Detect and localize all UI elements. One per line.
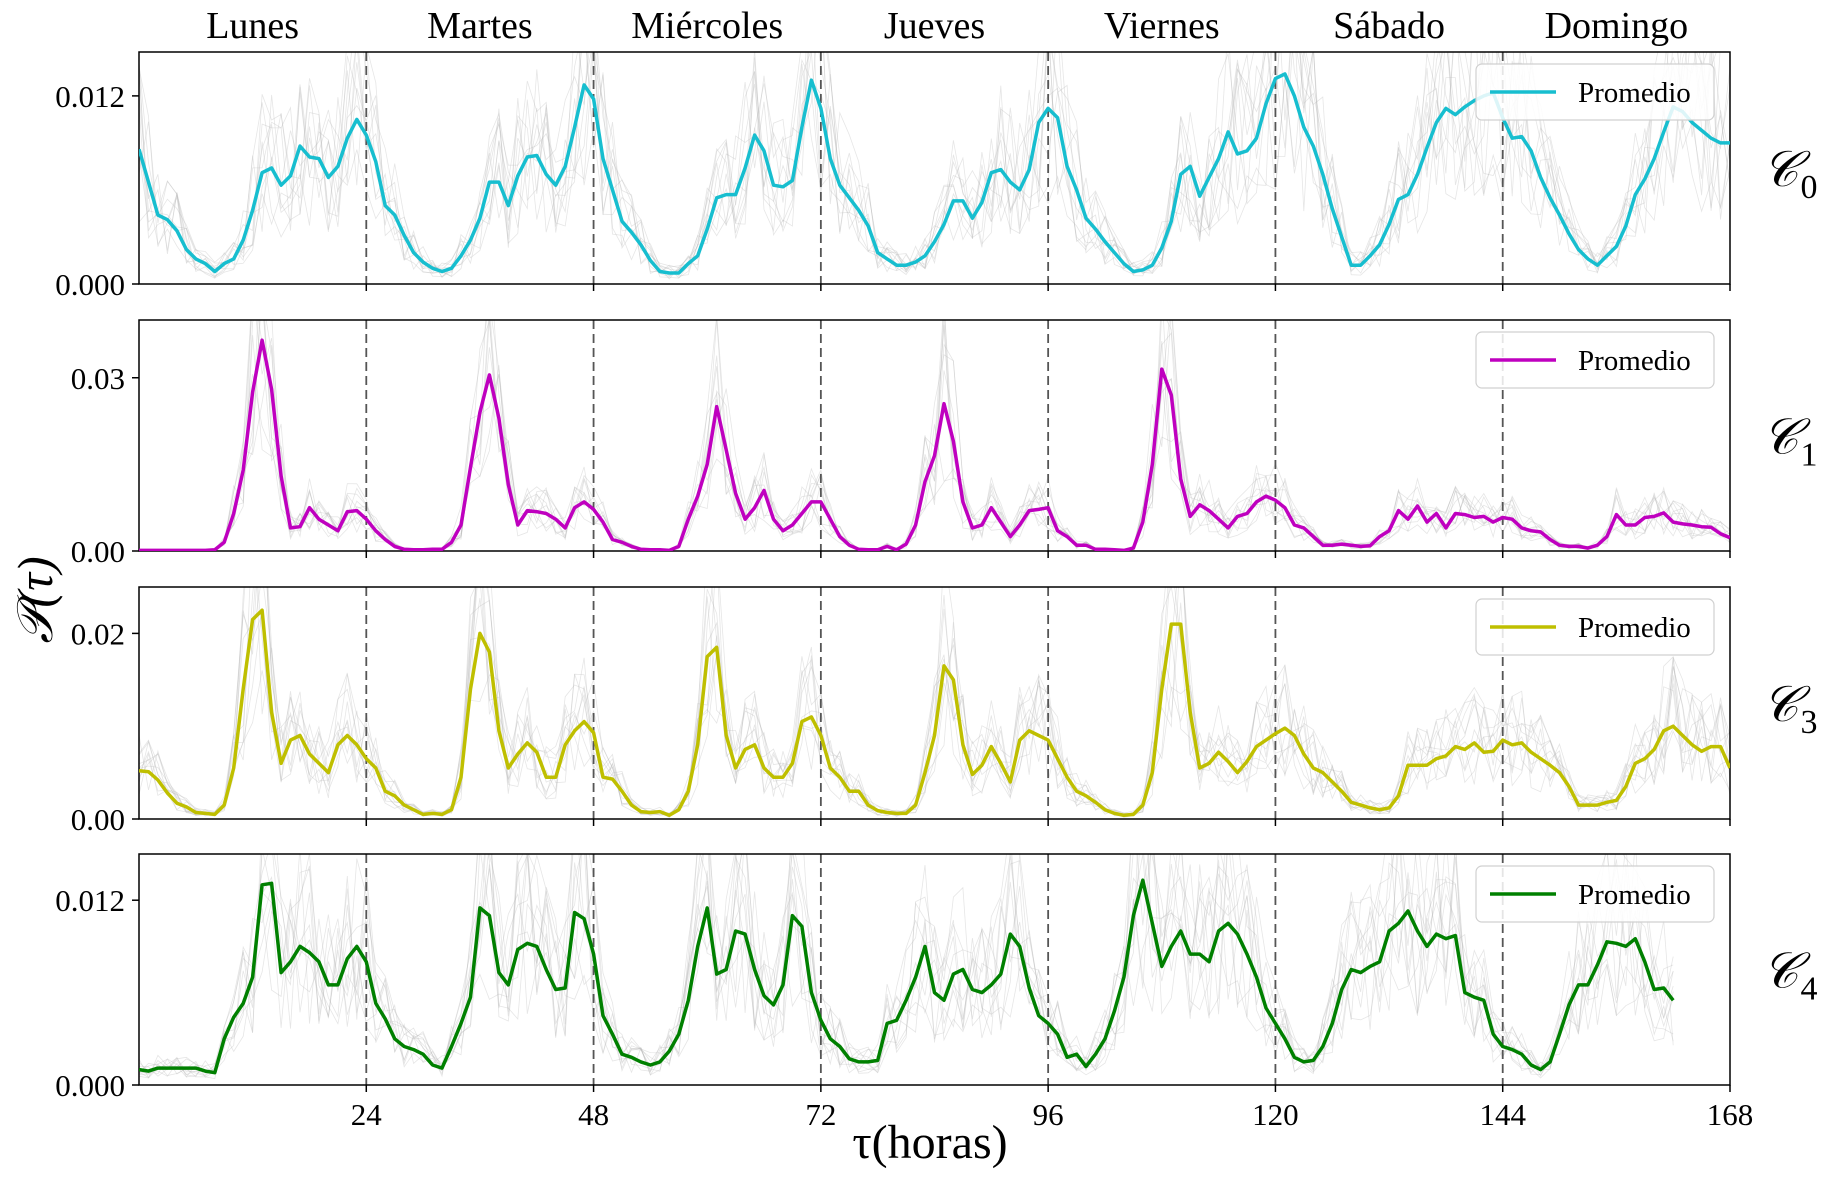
background-trajectory xyxy=(139,587,1730,816)
background-trajectory xyxy=(139,854,1674,1079)
background-trajectory xyxy=(139,320,1730,551)
y-axis-label: 𝒫(τ) xyxy=(7,556,63,643)
cluster-label: 𝒞0 xyxy=(1762,141,1817,206)
background-trajectory xyxy=(139,854,1674,1078)
y-tick-label: 0.012 xyxy=(55,79,125,114)
axes-frame xyxy=(138,853,1731,1086)
day-label: Miércoles xyxy=(631,5,783,47)
background-trajectory xyxy=(139,854,1674,1080)
day-labels: Lunes Martes Miércoles Jueves Viernes Sábado D… xyxy=(206,5,1688,47)
axes-frame xyxy=(138,586,1731,820)
background-trajectory xyxy=(139,587,1730,817)
legend: Promedio xyxy=(1475,865,1715,923)
y-tick-label: 0.03 xyxy=(71,361,125,396)
background-trajectory xyxy=(139,854,1674,1078)
x-tick-label: 48 xyxy=(578,1097,609,1132)
day-label: Viernes xyxy=(1104,5,1220,47)
day-label: Sábado xyxy=(1333,5,1445,47)
legend-box xyxy=(1475,598,1715,656)
series-line-promedio xyxy=(139,608,1730,818)
axes-frame xyxy=(138,319,1731,552)
background-trajectory xyxy=(139,52,1730,277)
background-trajectory xyxy=(139,320,1730,551)
axes-frame xyxy=(138,51,1731,285)
cluster-label-index: 4 xyxy=(1800,971,1817,1008)
cluster-label-index: 0 xyxy=(1800,169,1817,206)
legend-box xyxy=(1475,63,1715,121)
y-tick-label: 0.000 xyxy=(55,1068,125,1103)
panel-3: 0.000 0.012 24 48 72 96 120 144 168 Promedio 𝒞4 xyxy=(55,853,1817,1132)
background-trajectory xyxy=(139,854,1674,1078)
legend-box xyxy=(1475,865,1715,923)
background-trajectory xyxy=(139,854,1674,1075)
y-tick-label: 0.00 xyxy=(71,534,125,569)
legend: Promedio xyxy=(1475,63,1715,121)
background-trajectory xyxy=(139,587,1730,817)
background-trajectory xyxy=(139,52,1717,280)
cluster-label: 𝒞1 xyxy=(1762,409,1817,474)
series-line-promedio xyxy=(139,878,1675,1075)
x-tick-label: 96 xyxy=(1033,1097,1064,1132)
background-trajectory xyxy=(139,854,1674,1079)
cluster-label-index: 3 xyxy=(1800,704,1817,741)
x-tick-label: 144 xyxy=(1479,1097,1526,1132)
background-trajectory xyxy=(139,854,1674,1079)
cluster-label: 𝒞4 xyxy=(1762,943,1817,1008)
day-label: Martes xyxy=(427,5,533,47)
background-trajectory xyxy=(139,52,1730,274)
background-trajectories xyxy=(139,320,1730,551)
cluster-label-index: 1 xyxy=(1800,437,1817,474)
legend: Promedio xyxy=(1475,331,1715,389)
legend-label: Promedio xyxy=(1578,879,1691,911)
y-tick-label: 0.02 xyxy=(71,616,125,651)
panel-2: 0.00 0.02 Promedio 𝒞3 xyxy=(71,586,1817,837)
cluster-label: 𝒞3 xyxy=(1762,676,1817,741)
legend: Promedio xyxy=(1475,598,1715,656)
legend-label: Promedio xyxy=(1578,77,1691,109)
series-line-promedio xyxy=(139,338,1730,551)
legend-label: Promedio xyxy=(1578,612,1691,644)
background-trajectory xyxy=(139,52,1730,279)
legend-box xyxy=(1475,331,1715,389)
series-line-promedio xyxy=(139,72,1730,275)
panel-0: 0.000 0.012 Promedio 𝒞0 xyxy=(55,51,1817,302)
legend-label: Promedio xyxy=(1578,345,1691,377)
x-tick-label: 72 xyxy=(805,1097,836,1132)
x-tick-label: 168 xyxy=(1707,1097,1754,1132)
panel-1: 0.00 0.03 Promedio 𝒞1 xyxy=(71,319,1817,569)
background-trajectory xyxy=(139,52,1730,277)
day-label: Jueves xyxy=(884,5,985,47)
background-trajectory xyxy=(139,854,1674,1076)
day-label: Domingo xyxy=(1545,5,1689,47)
background-trajectory xyxy=(139,52,1730,278)
background-trajectory xyxy=(139,52,1730,279)
y-tick-label: 0.012 xyxy=(55,883,125,918)
x-axis-label: τ(horas) xyxy=(852,1116,1007,1169)
background-trajectory xyxy=(139,52,1721,274)
x-tick-label: 24 xyxy=(351,1097,383,1132)
x-tick-label: 120 xyxy=(1252,1097,1299,1132)
background-trajectory xyxy=(139,587,1730,818)
day-label: Lunes xyxy=(206,5,299,47)
y-tick-label: 0.00 xyxy=(71,802,125,837)
y-tick-label: 0.000 xyxy=(55,267,125,302)
